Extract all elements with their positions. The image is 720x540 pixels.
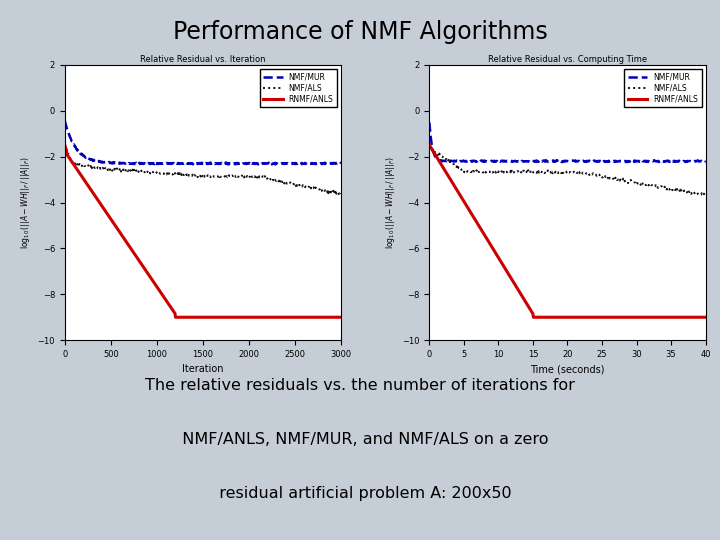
NMF/ALS bbox=[695, 192, 703, 198]
Title: Relative Residual vs. Iteration: Relative Residual vs. Iteration bbox=[140, 55, 266, 64]
NMF/MUR bbox=[557, 158, 565, 164]
Text: The relative residuals vs. the number of iterations for: The relative residuals vs. the number of… bbox=[145, 378, 575, 393]
Line: NMF/MUR: NMF/MUR bbox=[429, 123, 706, 162]
RNMF/ANLS bbox=[132, 253, 140, 259]
NMF/ALS bbox=[60, 142, 69, 149]
Text: Performance of NMF Algorithms: Performance of NMF Algorithms bbox=[173, 21, 547, 44]
RNMF/ANLS bbox=[652, 314, 661, 320]
NMF/MUR bbox=[60, 117, 69, 124]
NMF/ALS bbox=[269, 176, 277, 183]
RNMF/ANLS bbox=[269, 314, 277, 320]
Legend: NMF/MUR, NMF/ALS, RNMF/ANLS: NMF/MUR, NMF/ALS, RNMF/ANLS bbox=[624, 69, 702, 107]
NMF/MUR bbox=[132, 160, 140, 166]
RNMF/ANLS bbox=[109, 220, 118, 226]
NMF/ALS bbox=[109, 167, 118, 173]
RNMF/ANLS bbox=[186, 314, 194, 320]
NMF/MUR bbox=[652, 158, 661, 165]
RNMF/ANLS bbox=[575, 314, 584, 320]
NMF/ALS bbox=[558, 167, 567, 174]
RNMF/ANLS bbox=[337, 314, 346, 320]
NMF/MUR bbox=[425, 119, 433, 126]
RNMF/ANLS bbox=[590, 314, 598, 320]
NMF/MUR bbox=[223, 161, 232, 167]
RNMF/ANLS bbox=[171, 314, 180, 320]
NMF/ALS bbox=[245, 172, 253, 179]
NMF/MUR bbox=[696, 158, 704, 165]
Y-axis label: $\log_{10}(||A-WH||_F\,/\,||A||_F)$: $\log_{10}(||A-WH||_F\,/\,||A||_F)$ bbox=[384, 156, 397, 249]
NMF/ALS bbox=[590, 171, 598, 178]
RNMF/ANLS bbox=[696, 314, 704, 320]
RNMF/ANLS bbox=[425, 142, 433, 149]
NMF/MUR bbox=[246, 160, 254, 166]
NMF/ALS bbox=[337, 191, 346, 197]
RNMF/ANLS bbox=[701, 314, 710, 320]
NMF/MUR bbox=[558, 159, 567, 165]
NMF/MUR bbox=[186, 160, 194, 166]
NMF/MUR bbox=[590, 158, 598, 164]
Text: residual artificial problem A: 200x50: residual artificial problem A: 200x50 bbox=[209, 486, 511, 501]
Title: Relative Residual vs. Computing Time: Relative Residual vs. Computing Time bbox=[488, 55, 647, 64]
Line: NMF/ALS: NMF/ALS bbox=[65, 145, 341, 194]
NMF/ALS bbox=[557, 168, 565, 175]
NMF/MUR bbox=[109, 159, 118, 166]
RNMF/ANLS bbox=[557, 314, 565, 320]
NMF/MUR bbox=[575, 158, 583, 164]
RNMF/ANLS bbox=[60, 142, 69, 149]
Line: NMF/MUR: NMF/MUR bbox=[65, 120, 341, 165]
Line: NMF/ALS: NMF/ALS bbox=[429, 145, 706, 196]
NMF/ALS bbox=[186, 173, 194, 179]
NMF/MUR bbox=[337, 160, 346, 167]
NMF/MUR bbox=[238, 161, 246, 168]
RNMF/ANLS bbox=[224, 314, 233, 320]
NMF/MUR bbox=[701, 158, 710, 164]
X-axis label: Time (seconds): Time (seconds) bbox=[530, 364, 605, 374]
X-axis label: Iteration: Iteration bbox=[182, 364, 224, 374]
NMF/ALS bbox=[334, 191, 343, 197]
Legend: NMF/MUR, NMF/ALS, RNMF/ANLS: NMF/MUR, NMF/ALS, RNMF/ANLS bbox=[260, 69, 337, 107]
Line: RNMF/ANLS: RNMF/ANLS bbox=[429, 145, 706, 317]
NMF/ALS bbox=[132, 169, 140, 176]
NMF/MUR bbox=[621, 159, 630, 165]
NMF/MUR bbox=[269, 160, 277, 167]
RNMF/ANLS bbox=[246, 314, 254, 320]
Y-axis label: $\log_{10}(||A-WH||_F\,/\,||A||_F)$: $\log_{10}(||A-WH||_F\,/\,||A||_F)$ bbox=[19, 156, 32, 249]
Text: NMF/ANLS, NMF/MUR, and NMF/ALS on a zero: NMF/ANLS, NMF/MUR, and NMF/ALS on a zero bbox=[172, 432, 548, 447]
NMF/ALS bbox=[701, 193, 710, 199]
Line: RNMF/ANLS: RNMF/ANLS bbox=[65, 145, 341, 317]
NMF/ALS bbox=[425, 142, 433, 149]
NMF/ALS bbox=[652, 181, 660, 187]
NMF/ALS bbox=[575, 168, 583, 174]
RNMF/ANLS bbox=[529, 314, 538, 320]
RNMF/ANLS bbox=[559, 314, 567, 320]
NMF/ALS bbox=[223, 172, 232, 179]
